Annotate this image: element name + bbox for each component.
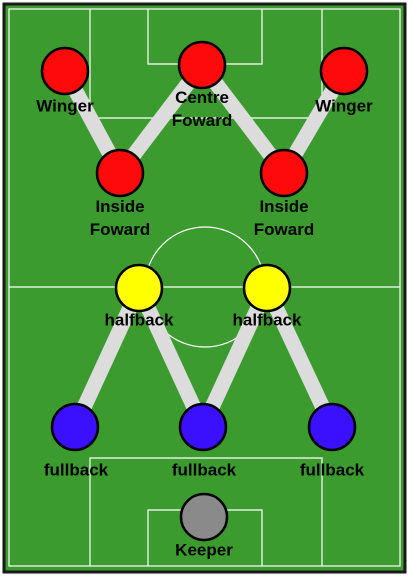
pitch-grass	[4, 4, 405, 572]
left-halfback-marker	[114, 263, 164, 313]
player-left-halfback: halfback	[105, 263, 175, 329]
right-winger-marker	[319, 46, 369, 96]
label-line: Foward	[172, 111, 232, 130]
touchline	[8, 8, 401, 567]
players: Winger Centre Foward Winger Inside Foward …	[36, 40, 373, 559]
player-left-winger: Winger	[36, 46, 94, 115]
keeper-label: Keeper	[175, 540, 233, 559]
label-line: Foward	[90, 220, 150, 239]
centre-forward-marker	[177, 40, 227, 90]
left-winger-label: Winger	[36, 96, 94, 115]
player-centre-forward: Centre Foward	[172, 40, 232, 130]
right-inside-forward-marker	[259, 148, 309, 198]
right-halfback-marker	[242, 263, 292, 313]
label-line: Centre	[175, 88, 229, 107]
centre-forward-label: Centre Foward	[172, 88, 232, 130]
player-left-inside-forward: Inside Foward	[90, 148, 150, 239]
left-halfback-label: halfback	[105, 310, 175, 329]
left-fullback-label: fullback	[44, 460, 109, 479]
player-left-fullback: fullback	[44, 402, 109, 479]
left-fullback-marker	[50, 402, 100, 452]
right-winger-label: Winger	[315, 96, 373, 115]
left-inside-forward-marker	[95, 148, 145, 198]
right-halfback-label: halfback	[233, 310, 303, 329]
keeper-marker	[179, 492, 229, 542]
right-inside-forward-label: Inside Foward	[254, 197, 314, 239]
centre-fullback-label: fullback	[172, 460, 237, 479]
player-keeper: Keeper	[175, 492, 233, 559]
formation-link	[68, 284, 146, 431]
label-line: Inside	[95, 197, 144, 216]
player-right-inside-forward: Inside Foward	[254, 148, 314, 239]
player-right-fullback: fullback	[300, 402, 365, 479]
centre-fullback-marker	[178, 402, 228, 452]
label-line: Foward	[254, 220, 314, 239]
formation-link	[132, 284, 210, 431]
player-centre-fullback: fullback	[172, 402, 237, 479]
formation-link	[260, 284, 339, 431]
bottom-penalty-box	[89, 457, 323, 566]
left-inside-forward-label: Inside Foward	[90, 197, 150, 239]
player-right-winger: Winger	[315, 46, 373, 115]
left-winger-marker	[40, 46, 90, 96]
right-fullback-marker	[307, 402, 357, 452]
player-right-halfback: halfback	[233, 263, 303, 329]
right-fullback-label: fullback	[300, 460, 365, 479]
label-line: Inside	[259, 197, 308, 216]
formation-link	[196, 284, 274, 431]
